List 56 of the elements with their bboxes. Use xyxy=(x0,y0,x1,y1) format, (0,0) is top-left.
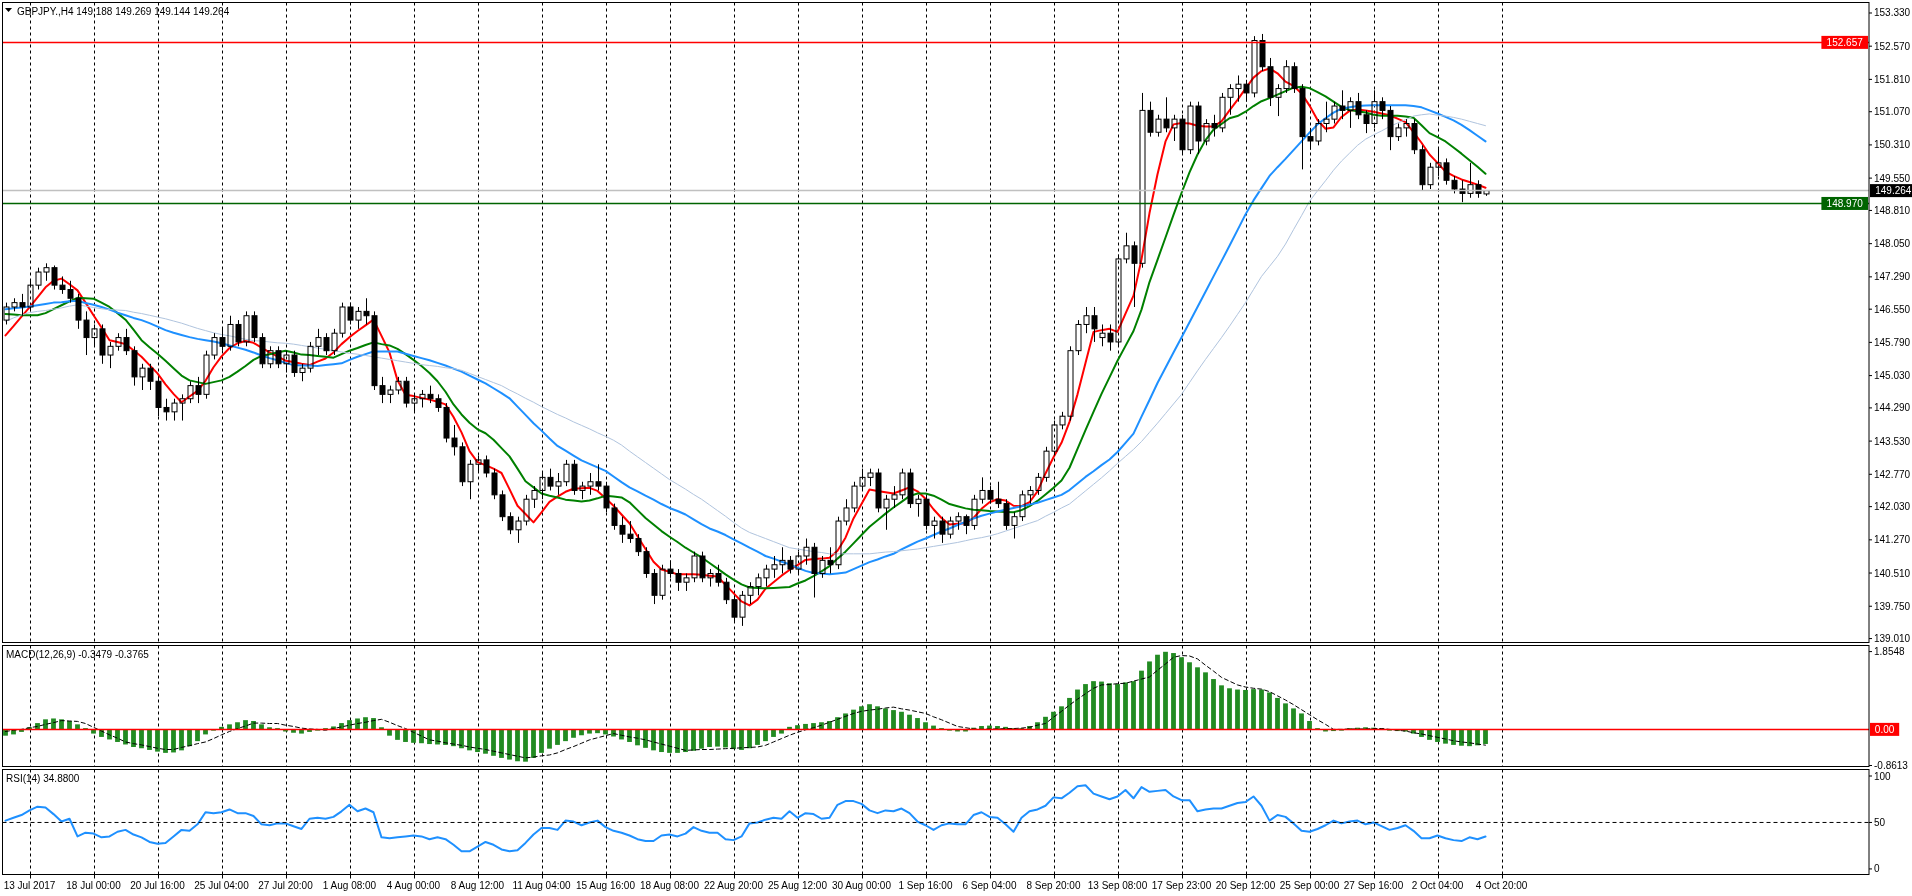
x-tick-label: 27 Jul 20:00 xyxy=(258,879,314,891)
x-tick-label: 25 Jul 04:00 xyxy=(194,879,250,891)
x-tick-label: 25 Sep 00:00 xyxy=(1279,879,1340,891)
x-tick-label: 18 Jul 00:00 xyxy=(66,879,122,891)
y-tick-label: 0 xyxy=(1874,863,1880,875)
y-tick-label: 50 xyxy=(1874,816,1886,828)
x-tick-label: 1 Sep 16:00 xyxy=(898,879,953,891)
x-tick-label: 8 Aug 12:00 xyxy=(450,879,505,891)
y-tick-label: 153.330 xyxy=(1874,7,1911,19)
ref-line-label: 0.00 xyxy=(1874,723,1895,735)
ref-line-label: 149.264 xyxy=(1875,185,1912,197)
x-tick-label: 22 Aug 20:00 xyxy=(704,879,764,891)
x-tick-label: 1 Aug 08:00 xyxy=(322,879,377,891)
y-tick-label: 140.510 xyxy=(1874,567,1911,579)
y-tick-label: 139.010 xyxy=(1874,633,1911,645)
ref-line-label: 152.657 xyxy=(1826,36,1864,48)
x-tick-label: 27 Sep 16:00 xyxy=(1343,879,1404,891)
y-tick-label: 100 xyxy=(1874,770,1892,782)
y-tick-label: 143.530 xyxy=(1874,435,1911,447)
ref-line-label: 148.970 xyxy=(1826,197,1864,209)
y-tick-label: 142.030 xyxy=(1874,501,1911,513)
y-tick-label: 152.570 xyxy=(1874,40,1911,52)
x-tick-label: 2 Oct 04:00 xyxy=(1411,879,1464,891)
y-tick-label: 144.290 xyxy=(1874,402,1911,414)
x-tick-label: 15 Aug 16:00 xyxy=(576,879,636,891)
y-tick-label: 151.070 xyxy=(1874,106,1911,118)
x-tick-label: 4 Aug 00:00 xyxy=(386,879,441,891)
y-tick-label: 142.770 xyxy=(1874,468,1911,480)
x-tick-label: 4 Oct 20:00 xyxy=(1475,879,1528,891)
x-tick-label: 6 Sep 04:00 xyxy=(962,879,1017,891)
x-tick-label: 25 Aug 12:00 xyxy=(768,879,828,891)
y-tick-label: 147.290 xyxy=(1874,271,1911,283)
y-tick-label: 146.550 xyxy=(1874,303,1911,315)
x-tick-label: 8 Sep 20:00 xyxy=(1026,879,1081,891)
chart-title: MACD(12,26,9) -0.3479 -0.3765 xyxy=(6,648,150,660)
y-tick-label: 139.750 xyxy=(1874,600,1911,612)
x-tick-label: 20 Sep 12:00 xyxy=(1215,879,1276,891)
x-tick-label: 11 Aug 04:00 xyxy=(512,879,572,891)
y-tick-label: 151.810 xyxy=(1874,73,1911,85)
x-tick-label: 30 Aug 00:00 xyxy=(832,879,892,891)
y-tick-label: 1.8548 xyxy=(1874,646,1906,658)
y-tick-label: 149.550 xyxy=(1874,172,1911,184)
y-tick-label: 141.270 xyxy=(1874,534,1911,546)
chart-title: GBPJPY.,H4 149.188 149.269 149.144 149.264 xyxy=(17,5,230,17)
x-tick-label: 18 Aug 08:00 xyxy=(640,879,700,891)
y-tick-label: -0.8613 xyxy=(1874,760,1909,772)
x-tick-label: 17 Sep 23:00 xyxy=(1151,879,1212,891)
y-tick-label: 150.310 xyxy=(1874,139,1911,151)
y-tick-label: 148.810 xyxy=(1874,204,1911,216)
y-tick-label: 148.050 xyxy=(1874,238,1911,250)
chart-title: RSI(14) 34.8800 xyxy=(6,772,80,784)
y-tick-label: 145.790 xyxy=(1874,336,1911,348)
x-tick-label: 13 Sep 08:00 xyxy=(1087,879,1148,891)
x-tick-label: 20 Jul 16:00 xyxy=(130,879,186,891)
x-tick-label: 13 Jul 2017 xyxy=(3,879,56,891)
y-tick-label: 145.030 xyxy=(1874,370,1911,382)
